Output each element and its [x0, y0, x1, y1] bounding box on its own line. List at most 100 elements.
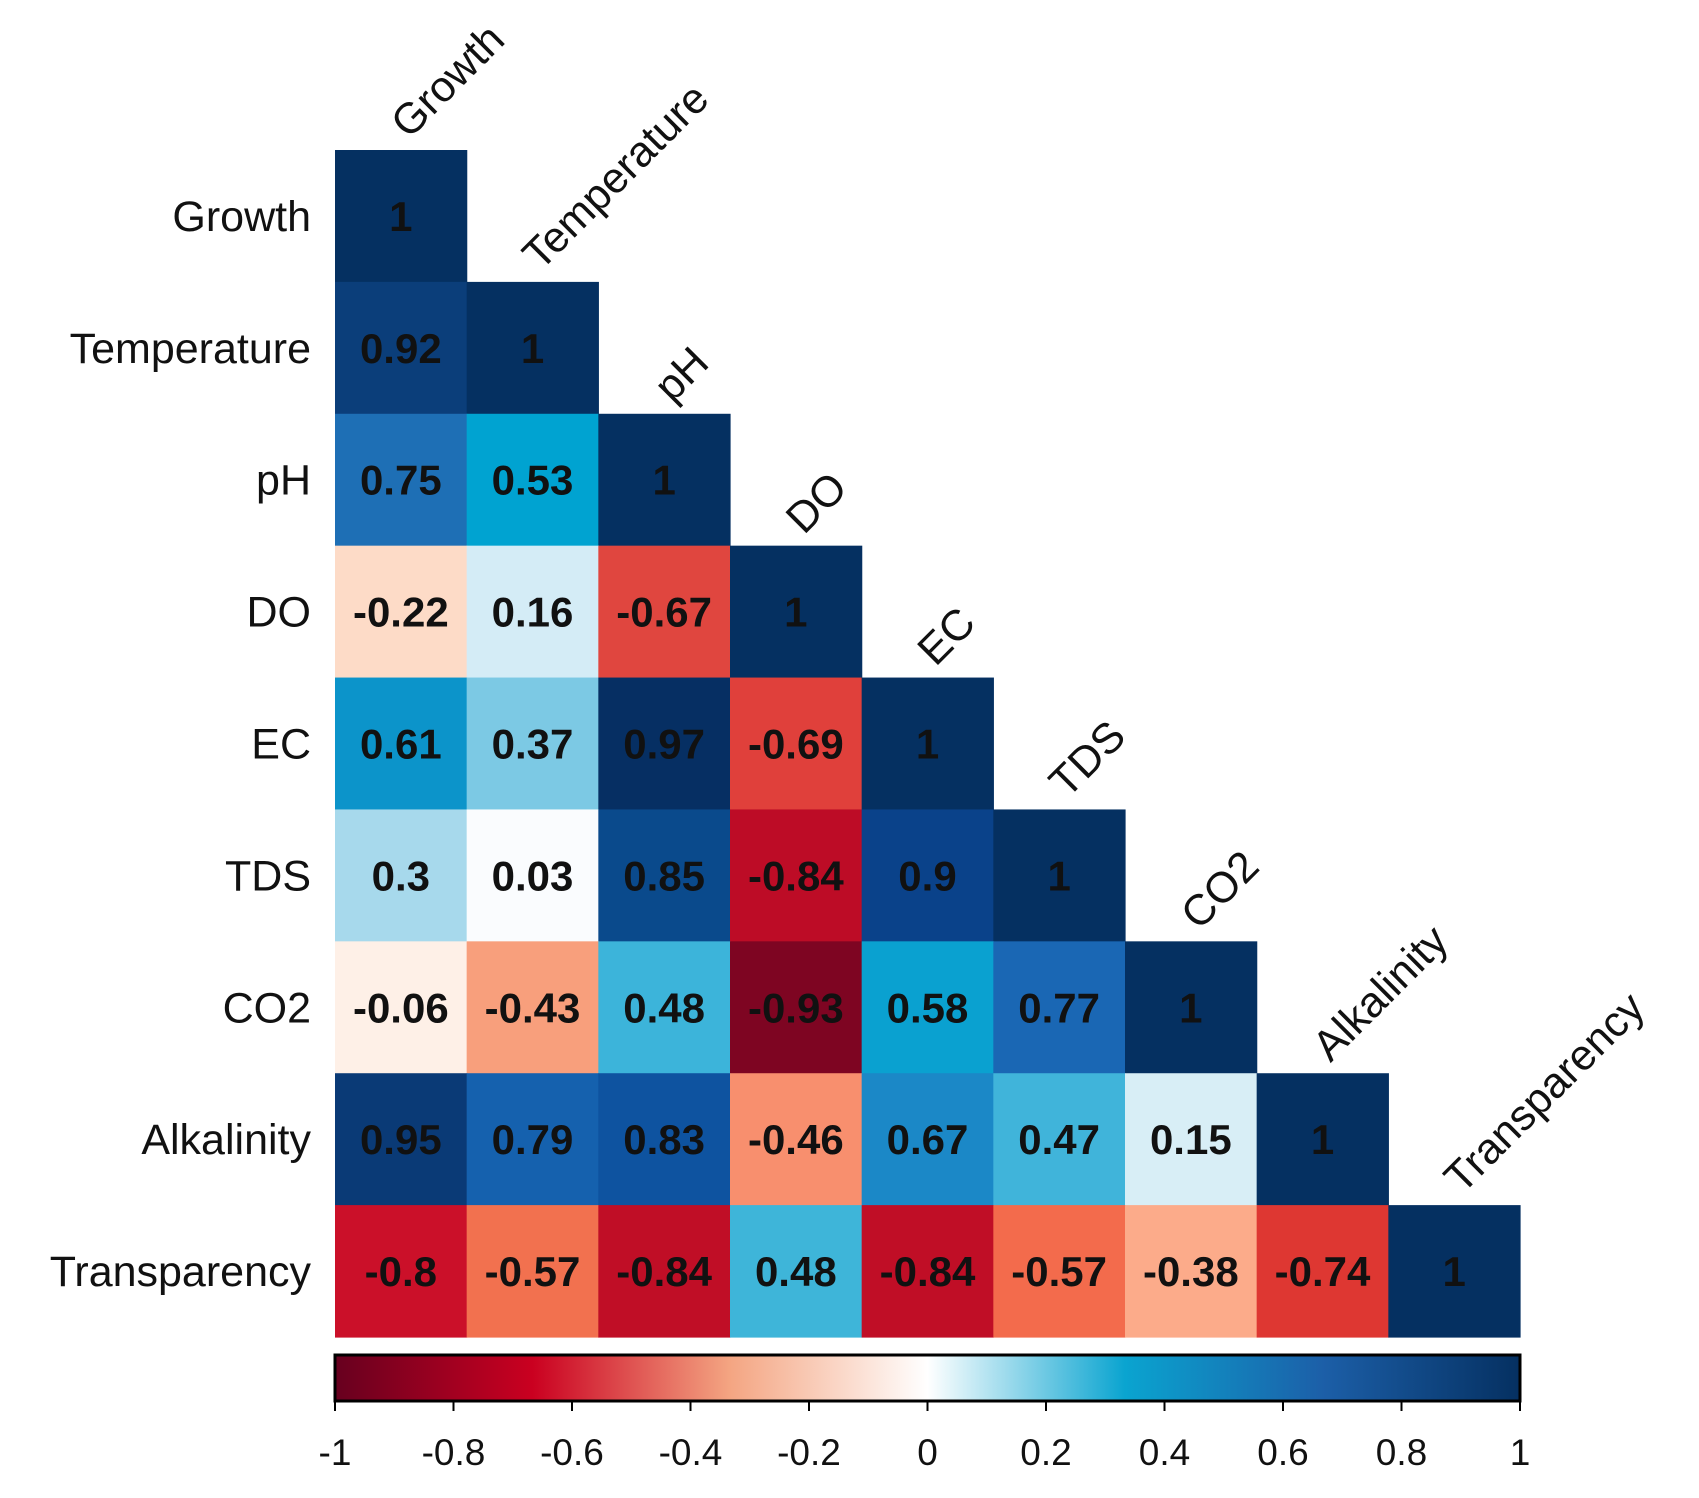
colorbar: -1 -0.8 -0.6 -0.4 -0.2 0 0.2 0.4 0.6 0.8 1	[319, 1353, 1531, 1473]
cell-value-alkalinity-growth: 0.95	[360, 1116, 442, 1163]
heatmap-cell-ec-ec	[861, 677, 994, 811]
cell-value-co2-ec: 0.58	[887, 984, 969, 1031]
heatmap-cell-alkalinity-do	[730, 1073, 863, 1206]
heatmap-cell-tds-do	[730, 809, 863, 942]
cell-value-transparency-ph: -0.84	[616, 1248, 712, 1295]
row-label-temperature: Temperature	[70, 325, 311, 373]
colorbar-bar	[333, 1353, 1522, 1403]
cell-value-do-growth: -0.22	[353, 589, 449, 636]
heatmap-cell-temperature-growth	[335, 281, 468, 415]
cell-value-ph-ph: 1	[652, 457, 675, 504]
cell-value-transparency-transparency: 1	[1442, 1248, 1465, 1295]
colorbar-tick-label-4: -0.2	[777, 1432, 841, 1473]
cell-value-do-ph: -0.67	[616, 589, 712, 636]
colorbar-tick-label-6: 0.2	[1020, 1432, 1071, 1473]
row-labels: Growth Temperature pH DO EC TDS CO2 Alkalinity T…	[50, 193, 312, 1296]
heatmap-cell-ec-growth	[335, 677, 468, 811]
cell-value-temperature-growth: 0.92	[360, 325, 442, 372]
heatmap-cell-co2-temperature	[466, 941, 599, 1074]
heatmap-cell-ec-ph	[598, 677, 731, 811]
colorbar-tick-label-0: -1	[319, 1432, 352, 1473]
cell-value-co2-co2: 1	[1179, 984, 1202, 1031]
row-label-alkalinity: Alkalinity	[141, 1116, 311, 1164]
column-label-ec: EC	[909, 598, 985, 674]
column-label-transparency: Transparency	[1435, 983, 1654, 1202]
cell-value-ec-ph: 0.97	[623, 721, 705, 768]
column-label-temperature: Temperature	[514, 74, 719, 279]
heatmap-cell-tds-ph	[598, 809, 731, 942]
heatmap-cell-ph-ph	[598, 413, 731, 547]
row-label-tds: TDS	[225, 852, 311, 900]
heatmap-cell-ph-growth	[335, 413, 468, 547]
heatmap-cell-transparency-co2	[1125, 1205, 1258, 1338]
heatmap-cell-do-temperature	[466, 545, 599, 679]
column-label-ph: pH	[645, 338, 718, 411]
heatmap-cell-co2-growth	[335, 941, 468, 1074]
cell-value-ec-do: -0.69	[748, 721, 844, 768]
cell-value-transparency-alkalinity: -0.74	[1275, 1248, 1371, 1295]
cell-value-tds-tds: 1	[1047, 852, 1070, 899]
cell-value-alkalinity-alkalinity: 1	[1311, 1116, 1334, 1163]
row-label-do: DO	[247, 589, 312, 637]
heatmap-cell-tds-tds	[993, 809, 1126, 942]
heatmap-cell-growth-growth	[335, 150, 468, 283]
colorbar-tick-label-9: 0.8	[1376, 1432, 1427, 1473]
heatmap-cell-alkalinity-ec	[861, 1073, 994, 1206]
heatmap-cell-tds-growth	[335, 809, 468, 942]
cell-value-transparency-ec: -0.84	[880, 1248, 976, 1295]
cell-value-co2-do: -0.93	[748, 984, 844, 1031]
cell-value-transparency-co2: -0.38	[1143, 1248, 1239, 1295]
heatmap-cell-transparency-growth	[335, 1205, 468, 1338]
column-label-growth: Growth	[382, 15, 514, 147]
column-label-alkalinity: Alkalinity	[1304, 916, 1458, 1070]
column-label-do: DO	[777, 463, 857, 543]
colorbar-tick-label-1: -0.8	[422, 1432, 486, 1473]
heatmap-cell-alkalinity-co2	[1125, 1073, 1258, 1206]
colorbar-ticks	[334, 1401, 1521, 1411]
row-label-ph: pH	[256, 457, 311, 505]
cell-value-co2-temperature: -0.43	[485, 984, 581, 1031]
cell-value-transparency-growth: -0.8	[365, 1248, 437, 1295]
cell-value-do-temperature: 0.16	[492, 589, 574, 636]
heatmap-cell-transparency-tds	[993, 1205, 1126, 1338]
colorbar-tick-label-5: 0	[917, 1432, 938, 1473]
heatmap-cell-co2-co2	[1125, 941, 1258, 1074]
cell-value-alkalinity-ec: 0.67	[887, 1116, 969, 1163]
heatmap-cell-do-growth	[335, 545, 468, 679]
colorbar-tick-label-8: 0.6	[1257, 1432, 1308, 1473]
row-label-growth: Growth	[172, 193, 311, 241]
cell-value-co2-ph: 0.48	[623, 984, 705, 1031]
heatmap-cell-transparency-temperature	[466, 1205, 599, 1338]
heatmap-cell-do-do	[730, 545, 863, 679]
heatmap-cell-alkalinity-growth	[335, 1073, 468, 1206]
heatmap-cell-transparency-transparency	[1388, 1205, 1521, 1338]
row-label-co2: CO2	[223, 984, 311, 1032]
heatmap-cell-alkalinity-ph	[598, 1073, 731, 1206]
heatmap-cell-co2-do	[730, 941, 863, 1074]
heatmap-cell-transparency-do	[730, 1205, 863, 1338]
colorbar-tick-labels: -1 -0.8 -0.6 -0.4 -0.2 0 0.2 0.4 0.6 0.8 1	[319, 1432, 1531, 1473]
cell-value-tds-do: -0.84	[748, 852, 844, 899]
heatmap-cell-transparency-ec	[861, 1205, 994, 1338]
cell-value-alkalinity-co2: 0.15	[1150, 1116, 1232, 1163]
colorbar-tick-label-10: 1	[1510, 1432, 1531, 1473]
cell-value-ec-growth: 0.61	[360, 721, 442, 768]
heatmap-cell-temperature-temperature	[466, 281, 599, 415]
heatmap-cell-alkalinity-tds	[993, 1073, 1126, 1206]
colorbar-tick-label-2: -0.6	[540, 1432, 604, 1473]
cell-value-co2-growth: -0.06	[353, 984, 449, 1031]
cell-value-temperature-temperature: 1	[521, 325, 544, 372]
cell-value-ec-temperature: 0.37	[492, 721, 574, 768]
heatmap-cell-transparency-alkalinity	[1256, 1205, 1389, 1338]
heatmap-cell-ph-temperature	[466, 413, 599, 547]
cell-value-ph-temperature: 0.53	[492, 457, 574, 504]
colorbar-tick-label-7: 0.4	[1139, 1432, 1190, 1473]
cell-value-alkalinity-temperature: 0.79	[492, 1116, 574, 1163]
cell-value-tds-temperature: 0.03	[492, 852, 574, 899]
column-label-co2: CO2	[1172, 842, 1268, 938]
heatmap-cell-transparency-ph	[598, 1205, 731, 1338]
cell-value-tds-ec: 0.9	[898, 852, 956, 899]
cell-value-alkalinity-ph: 0.83	[623, 1116, 705, 1163]
heatmap-cell-tds-temperature	[466, 809, 599, 942]
